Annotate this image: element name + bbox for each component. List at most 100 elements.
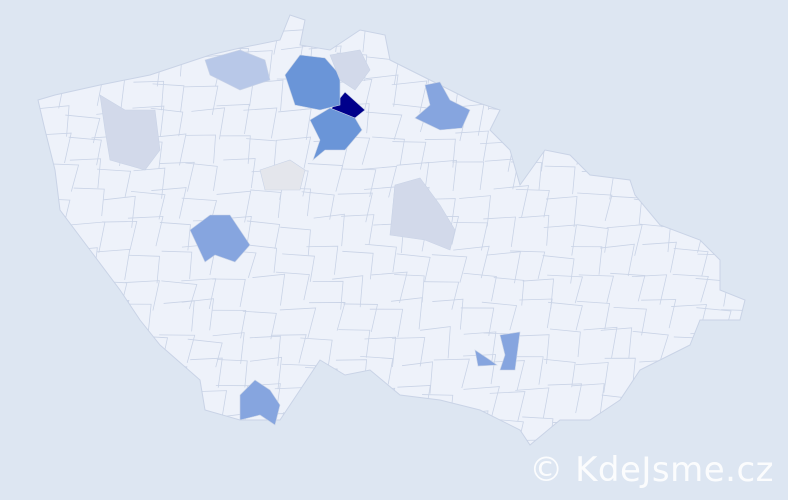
watermark: © KdeJsme.cz [529, 450, 774, 490]
district-border [372, 136, 405, 166]
district-border [40, 442, 75, 445]
district-border [600, 243, 635, 277]
district-border [364, 243, 397, 273]
district-border [38, 132, 72, 164]
district-border [364, 336, 397, 368]
district-border [98, 24, 131, 53]
district-border [692, 420, 724, 445]
district-border [223, 158, 256, 189]
district-border [71, 418, 106, 445]
district-border [250, 189, 282, 218]
district-border [493, 277, 525, 306]
district-border [642, 241, 677, 273]
district-border [510, 250, 546, 280]
district-border [613, 307, 647, 336]
district-border [455, 410, 489, 443]
district-border [493, 23, 527, 52]
district-border [391, 436, 427, 445]
district-border [61, 55, 98, 86]
district-border [43, 365, 75, 395]
district-grey-1[interactable] [259, 159, 306, 191]
district-border [103, 195, 136, 228]
district-border [576, 300, 611, 330]
district-border [401, 361, 434, 394]
district-border [132, 105, 165, 137]
district-border [252, 273, 286, 306]
district-border [671, 356, 704, 386]
district-border [246, 220, 281, 249]
district-border [452, 161, 485, 191]
district-border [732, 111, 745, 141]
district-border [365, 74, 399, 107]
district-border [721, 333, 745, 366]
district-pale-1[interactable] [99, 94, 161, 171]
district-border [94, 389, 129, 419]
district-border [270, 334, 307, 364]
district-border [697, 81, 729, 111]
district-border [481, 301, 518, 331]
district-high-1[interactable] [309, 107, 363, 161]
district-border [575, 362, 609, 393]
district-border [216, 359, 248, 388]
district-border [693, 29, 725, 60]
district-mid-3[interactable] [239, 379, 281, 426]
district-border [516, 29, 550, 59]
district-border [483, 216, 516, 248]
district-border [126, 440, 163, 445]
district-high-2[interactable] [284, 54, 341, 111]
district-mid-4[interactable] [499, 331, 521, 371]
district-border [425, 159, 457, 192]
district-border [662, 24, 698, 53]
district-border [193, 390, 228, 420]
district-border [545, 196, 578, 228]
district-border [38, 24, 68, 55]
district-border [452, 51, 484, 80]
district-mid-2[interactable] [189, 214, 251, 263]
district-border [577, 420, 612, 445]
district-border [185, 162, 218, 192]
district-pale-2[interactable] [329, 49, 371, 91]
district-border [246, 138, 277, 167]
district-mid-5[interactable] [474, 349, 498, 367]
district-border [185, 134, 216, 164]
district-border [338, 329, 371, 358]
district-border [343, 412, 375, 444]
district-mid-1[interactable] [414, 81, 471, 131]
district-border [306, 245, 339, 275]
district-border [510, 356, 544, 385]
district-border [69, 158, 102, 189]
district-border [153, 450, 184, 478]
district-border [151, 133, 187, 166]
district-border [459, 195, 491, 227]
district-border [723, 218, 745, 249]
district-border [690, 190, 725, 221]
district-border [633, 82, 666, 112]
district-border [212, 278, 246, 308]
district-border [463, 331, 497, 363]
district-border [728, 24, 745, 54]
district-border [518, 214, 550, 246]
district-border [282, 437, 316, 445]
district-border [130, 190, 166, 220]
district-border [631, 274, 668, 305]
district-border [604, 357, 636, 387]
district-border [216, 190, 252, 223]
district-border [127, 216, 164, 247]
district-border [191, 107, 226, 140]
district-border [128, 355, 162, 386]
district-pale-3[interactable] [389, 177, 456, 251]
district-border [38, 57, 71, 87]
district-border [159, 21, 194, 50]
district-border [542, 255, 575, 284]
district-low-1[interactable] [204, 49, 271, 91]
district-border [240, 50, 273, 81]
district-border [180, 442, 215, 445]
district-border [573, 77, 607, 109]
district-border [301, 191, 335, 220]
district-border [668, 384, 702, 413]
district-border [335, 449, 370, 477]
district-border [360, 355, 394, 385]
district-border [90, 49, 126, 78]
